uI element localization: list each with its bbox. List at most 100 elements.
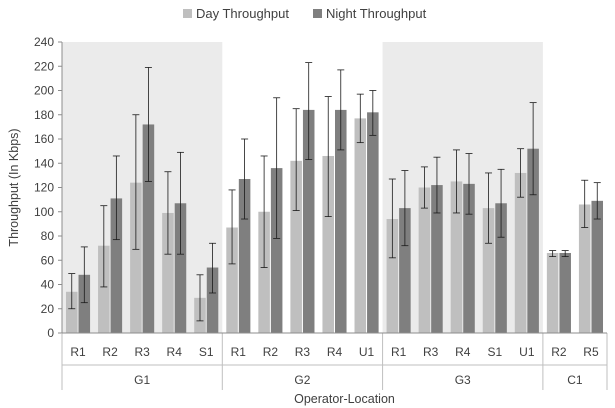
axes-layer bbox=[58, 41, 608, 390]
day-bar bbox=[162, 212, 174, 333]
day-error-bar bbox=[324, 96, 332, 218]
night-error-bar bbox=[369, 90, 377, 136]
x-tick-label-location: R1 bbox=[391, 345, 407, 359]
y-tick-label: 120 bbox=[34, 181, 54, 195]
day-bar bbox=[322, 155, 334, 333]
x-tick-label-location: R5 bbox=[583, 345, 599, 359]
x-tick-label-location: R1 bbox=[70, 345, 86, 359]
day-bar bbox=[98, 245, 110, 333]
legend-label-night: Night Throughput bbox=[326, 6, 427, 21]
night-error-bar bbox=[241, 138, 249, 220]
y-tick-label: 240 bbox=[34, 35, 54, 49]
x-tick-label-location: S1 bbox=[199, 345, 214, 359]
day-bar bbox=[130, 182, 142, 333]
day-error-bar bbox=[68, 273, 76, 310]
x-tick-label-location: R4 bbox=[455, 345, 471, 359]
x-tick-label-group: G1 bbox=[134, 373, 150, 387]
day-bar bbox=[226, 227, 238, 333]
x-tick-label-location: U1 bbox=[359, 345, 375, 359]
y-tick-label: 140 bbox=[34, 156, 54, 170]
bars-layer bbox=[65, 62, 604, 334]
day-error-bar bbox=[420, 166, 428, 209]
night-bar bbox=[431, 185, 443, 333]
x-tick-label-location: R1 bbox=[231, 345, 247, 359]
x-tick-label-location: S1 bbox=[487, 345, 502, 359]
y-tick-label: 80 bbox=[41, 229, 55, 243]
night-error-bar bbox=[305, 62, 313, 161]
legend-swatch-night bbox=[313, 9, 322, 18]
day-error-bar bbox=[356, 93, 364, 144]
day-error-bar bbox=[292, 108, 300, 211]
day-bar bbox=[578, 204, 591, 333]
legend-swatch-day bbox=[183, 9, 192, 18]
x-tick-label-location: R3 bbox=[423, 345, 439, 359]
day-error-bar bbox=[581, 179, 589, 228]
x-tick-label-location: R4 bbox=[167, 345, 183, 359]
night-error-bar bbox=[176, 151, 184, 255]
day-bar bbox=[546, 252, 559, 333]
night-bar bbox=[270, 168, 283, 333]
y-tick-label: 40 bbox=[41, 278, 55, 292]
day-error-bar bbox=[132, 114, 140, 250]
night-bar bbox=[206, 267, 219, 333]
y-tick-label: 100 bbox=[34, 205, 54, 219]
y-tick-label: 20 bbox=[41, 302, 55, 316]
x-tick-label-group: C1 bbox=[567, 373, 583, 387]
night-bar bbox=[399, 208, 411, 333]
day-error-bar bbox=[196, 274, 204, 322]
day-error-bar bbox=[228, 189, 236, 265]
day-error-bar bbox=[485, 172, 493, 244]
day-bar bbox=[258, 211, 270, 333]
night-error-bar bbox=[144, 67, 152, 182]
day-bar bbox=[290, 160, 302, 333]
y-tick-label: 0 bbox=[47, 326, 54, 340]
day-error-bar bbox=[164, 171, 172, 255]
x-tick-label-location: R2 bbox=[263, 345, 279, 359]
day-error-bar bbox=[517, 148, 525, 198]
night-error-bar bbox=[112, 155, 120, 241]
night-error-bar bbox=[273, 97, 281, 239]
night-bar bbox=[527, 148, 539, 333]
night-error-bar bbox=[497, 168, 505, 238]
day-bar bbox=[65, 291, 78, 333]
night-error-bar bbox=[529, 102, 537, 196]
y-tick-label: 180 bbox=[34, 108, 54, 122]
day-error-bar bbox=[452, 149, 460, 214]
x-tick-label-group: G2 bbox=[294, 373, 310, 387]
night-bar bbox=[142, 124, 155, 333]
night-error-bar bbox=[337, 69, 345, 151]
x-tick-label-group: G3 bbox=[455, 373, 471, 387]
day-bar bbox=[418, 187, 431, 333]
night-error-bar bbox=[80, 246, 88, 304]
day-bar bbox=[514, 172, 527, 333]
labels-layer: 0 20 40 60 80 100 120 140 160 180 200 220 240 R1 R2 R3 R… bbox=[34, 35, 599, 387]
y-tick-label: 60 bbox=[41, 253, 55, 267]
night-bar bbox=[495, 203, 507, 333]
night-bar bbox=[591, 200, 604, 333]
night-error-bar bbox=[433, 156, 441, 214]
x-tick-label-location: R3 bbox=[134, 345, 150, 359]
x-tick-label-location: R2 bbox=[102, 345, 118, 359]
night-bar bbox=[463, 183, 475, 333]
y-tick-label: 160 bbox=[34, 132, 54, 146]
x-axis-title: Operator-Location bbox=[294, 392, 395, 406]
night-bar bbox=[110, 198, 123, 333]
night-bar bbox=[367, 112, 379, 333]
night-error-bar bbox=[209, 242, 217, 294]
legend: Day Throughput Night Throughput bbox=[183, 6, 427, 21]
night-bar bbox=[78, 274, 91, 333]
day-bar bbox=[482, 208, 495, 333]
night-bar bbox=[174, 203, 187, 333]
day-bar bbox=[450, 181, 463, 333]
y-tick-label: 220 bbox=[34, 59, 54, 73]
night-bar bbox=[302, 109, 315, 334]
x-tick-label-location: R3 bbox=[295, 345, 311, 359]
x-tick-label-location: R4 bbox=[327, 345, 343, 359]
night-bar bbox=[238, 179, 251, 333]
night-bar bbox=[559, 252, 571, 333]
x-tick-label-location: U1 bbox=[519, 345, 535, 359]
night-error-bar bbox=[561, 250, 569, 258]
day-error-bar bbox=[260, 155, 268, 268]
